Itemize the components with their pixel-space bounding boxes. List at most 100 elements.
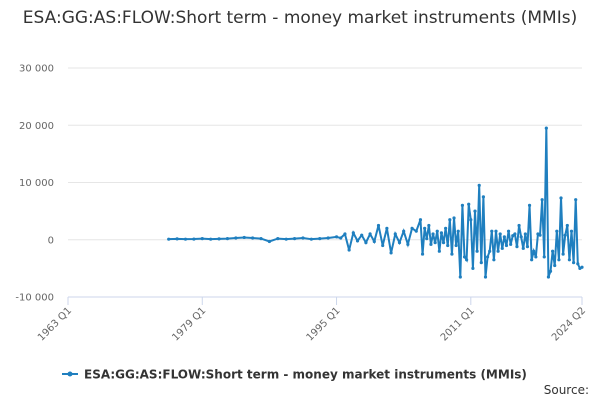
point [192,237,196,241]
point [175,237,179,241]
point [389,251,393,255]
point [439,231,444,235]
point [553,263,557,268]
point [217,237,221,241]
point [431,232,435,236]
point [381,243,385,248]
point [385,226,389,230]
point [355,239,360,243]
point [563,233,567,237]
y-tick-label: 30 000 [19,64,54,75]
legend-text: ESA:GG:AS:FLOW:Short term - money market… [84,368,527,382]
point [441,241,446,245]
point [483,275,488,279]
point [167,237,171,241]
point [462,255,467,259]
x-tick-label: 1979 Q1 [170,305,208,343]
point [292,237,297,241]
point [301,236,305,240]
point [267,239,272,244]
point [500,246,504,250]
point [368,232,372,236]
point [569,229,574,233]
point [458,275,462,279]
point [515,245,519,249]
point [318,237,322,241]
point [465,258,469,262]
point [572,261,576,265]
point [523,232,527,236]
point [469,218,473,222]
point [534,255,538,259]
point [444,226,448,230]
point [402,229,406,233]
point [372,239,376,244]
point [406,242,410,246]
x-tick-label: 2024 Q2 [550,305,588,343]
x-tick-label: 2011 Q1 [439,305,477,343]
point [460,203,465,207]
point [544,126,548,130]
point [339,236,343,240]
point [574,198,578,202]
point [498,232,502,236]
point [527,203,532,207]
point [343,232,347,236]
point [326,236,330,240]
y-tick-label: 0 [48,235,54,246]
point [494,229,498,233]
point [504,243,509,248]
point [225,237,230,241]
point [420,252,425,256]
point [450,252,454,256]
point [517,223,521,228]
point [506,229,511,233]
point [473,209,477,213]
point [513,232,517,236]
x-tick-label: 1963 Q1 [36,305,74,343]
point [209,237,213,241]
point [580,265,584,269]
point [259,237,263,241]
point [364,241,368,245]
point [437,249,441,253]
point [477,183,481,187]
point [546,275,551,279]
point [452,216,456,220]
point [561,252,565,256]
point [502,235,506,239]
point [475,249,479,253]
point [423,226,427,230]
point [376,223,381,228]
point [435,229,439,233]
legend-symbol [67,371,73,377]
point [576,262,580,266]
point [481,195,485,199]
point [251,236,255,240]
point [479,261,483,265]
y-tick-label: 10 000 [19,178,54,189]
series-line [168,128,583,278]
point [425,237,429,241]
point [565,223,569,228]
y-tick-label: -10 000 [15,293,54,304]
point [242,235,246,240]
point [183,237,188,241]
point [393,232,397,236]
point [456,229,460,233]
point [555,229,559,233]
point [542,255,546,259]
point [448,218,452,222]
point [200,237,204,241]
point [397,241,402,245]
point [538,233,542,237]
point [567,258,572,262]
point [490,229,494,233]
source: Source: [544,383,589,397]
point [410,226,414,230]
point [284,237,288,241]
point [418,218,423,222]
point [471,266,475,270]
